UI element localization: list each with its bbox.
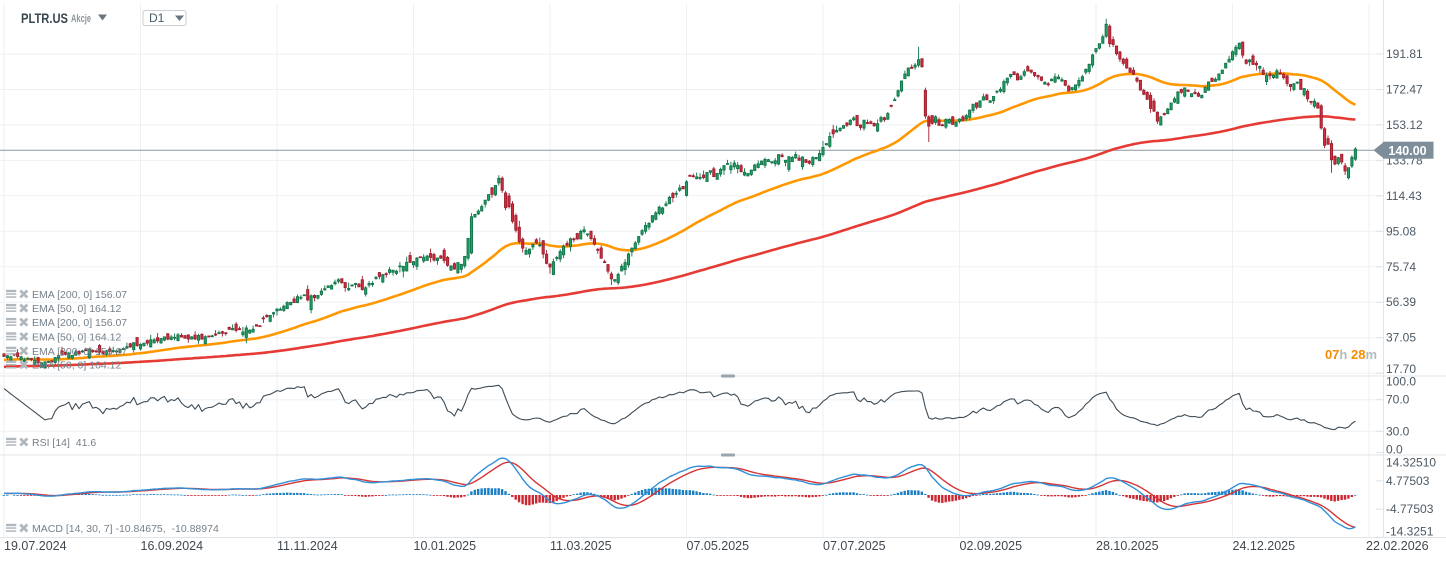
svg-text:37.05: 37.05 [1386, 331, 1416, 345]
svg-text:MACD [14, 30, 7] -10.84675, -: MACD [14, 30, 7] -10.84675, -10.88974 [32, 523, 219, 535]
svg-text:Akcje: Akcje [71, 13, 91, 25]
svg-text:95.08: 95.08 [1386, 224, 1416, 238]
svg-text:EMA [200, 0] 156.07: EMA [200, 0] 156.07 [32, 289, 127, 301]
svg-text:07h 28m: 07h 28m [1325, 347, 1377, 362]
svg-text:28.10.2025: 28.10.2025 [1096, 539, 1159, 553]
svg-text:EMA [50, 0] 164.12: EMA [50, 0] 164.12 [32, 360, 121, 372]
svg-text:4.77503: 4.77503 [1386, 474, 1430, 488]
svg-text:-4.77503: -4.77503 [1386, 502, 1434, 516]
svg-text:75.74: 75.74 [1386, 260, 1416, 274]
svg-text:30.0: 30.0 [1386, 424, 1410, 438]
svg-text:EMA [200, 0] 156.07: EMA [200, 0] 156.07 [32, 317, 127, 329]
svg-text:114.43: 114.43 [1386, 189, 1422, 203]
svg-text:PLTR.US: PLTR.US [21, 10, 68, 26]
svg-text:56.39: 56.39 [1386, 295, 1416, 309]
svg-text:-14.3251: -14.3251 [1386, 525, 1434, 539]
svg-text:10.01.2025: 10.01.2025 [414, 539, 477, 553]
svg-text:11.11.2024: 11.11.2024 [277, 539, 338, 553]
svg-text:191.81: 191.81 [1386, 47, 1423, 61]
svg-text:02.09.2025: 02.09.2025 [960, 539, 1023, 553]
svg-text:70.0: 70.0 [1386, 393, 1410, 407]
svg-text:07.05.2025: 07.05.2025 [687, 539, 750, 553]
svg-text:140.00: 140.00 [1388, 144, 1426, 158]
svg-text:17.70: 17.70 [1386, 362, 1416, 376]
svg-text:EMA [50, 0] 164.12: EMA [50, 0] 164.12 [32, 332, 121, 344]
svg-text:22.02.2026: 22.02.2026 [1366, 539, 1429, 553]
svg-text:100.0: 100.0 [1386, 375, 1416, 389]
svg-text:24.12.2025: 24.12.2025 [1233, 539, 1296, 553]
svg-text:07.07.2025: 07.07.2025 [823, 539, 886, 553]
svg-text:172.47: 172.47 [1386, 83, 1423, 97]
svg-text:D1: D1 [149, 11, 165, 25]
svg-text:EMA [50, 0] 164.12: EMA [50, 0] 164.12 [32, 303, 121, 315]
svg-text:19.07.2024: 19.07.2024 [4, 539, 67, 553]
svg-text:0.0: 0.0 [1386, 443, 1403, 457]
svg-text:RSI [14] 41.6: RSI [14] 41.6 [32, 437, 96, 449]
svg-text:16.09.2024: 16.09.2024 [141, 539, 204, 553]
svg-text:14.32510: 14.32510 [1386, 455, 1436, 469]
svg-text:EMA [200, 0] 156.07: EMA [200, 0] 156.07 [32, 346, 127, 358]
svg-text:153.12: 153.12 [1386, 118, 1423, 132]
svg-text:11.03.2025: 11.03.2025 [550, 539, 612, 553]
